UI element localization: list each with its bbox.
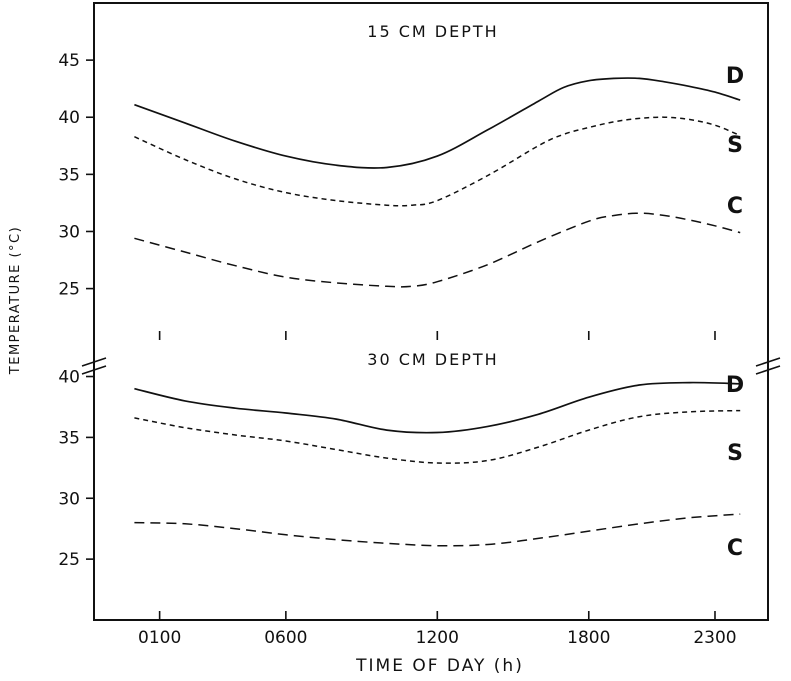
x-axis: 0100 0600 1200 1800 2300	[138, 331, 737, 648]
axis-break-left	[81, 357, 107, 375]
x-tick-label: 2300	[693, 628, 736, 648]
series-s-line	[134, 116, 741, 207]
y-tick-label: 40	[58, 368, 80, 388]
x-tick-label: 1800	[567, 628, 610, 648]
panel-15cm-y-axis: 25 30 35 40 45	[58, 51, 94, 300]
plot-frame	[93, 2, 769, 621]
label-15cm-d: D	[726, 64, 744, 89]
series-d-line	[134, 381, 741, 434]
y-tick-label: 25	[58, 280, 80, 300]
label-15cm-c: C	[727, 194, 743, 219]
label-30cm-d: D	[726, 373, 744, 398]
x-tick-label: 0100	[138, 628, 181, 648]
x-axis-title: TIME OF DAY (h)	[355, 656, 524, 676]
x-tick-label: 0600	[264, 628, 307, 648]
x-tick-label: 1200	[416, 628, 459, 648]
series-d-line	[134, 77, 741, 169]
axis-break-right	[755, 357, 781, 375]
y-tick-label: 30	[58, 222, 80, 242]
series-c-line	[134, 513, 741, 547]
label-30cm-c: C	[727, 536, 743, 561]
panel-30cm-series	[134, 381, 741, 547]
panel-30cm-y-axis: 25 30 35 40	[58, 368, 94, 570]
y-axis-title: TEMPERATURE (°C)	[8, 226, 23, 375]
y-tick-label: 45	[58, 51, 80, 71]
series-c-line	[134, 212, 741, 288]
y-tick-label: 25	[58, 550, 80, 570]
y-tick-label: 40	[58, 108, 80, 128]
y-tick-label: 35	[58, 165, 80, 185]
panel-title-15cm: 15 CM DEPTH	[367, 22, 498, 41]
label-15cm-s: S	[727, 133, 743, 158]
y-tick-label: 30	[58, 489, 80, 509]
label-30cm-s: S	[727, 441, 743, 466]
panel-title-30cm: 30 CM DEPTH	[367, 350, 498, 369]
series-s-line	[134, 409, 741, 464]
y-tick-label: 35	[58, 428, 80, 448]
panel-15cm-series	[134, 77, 741, 288]
